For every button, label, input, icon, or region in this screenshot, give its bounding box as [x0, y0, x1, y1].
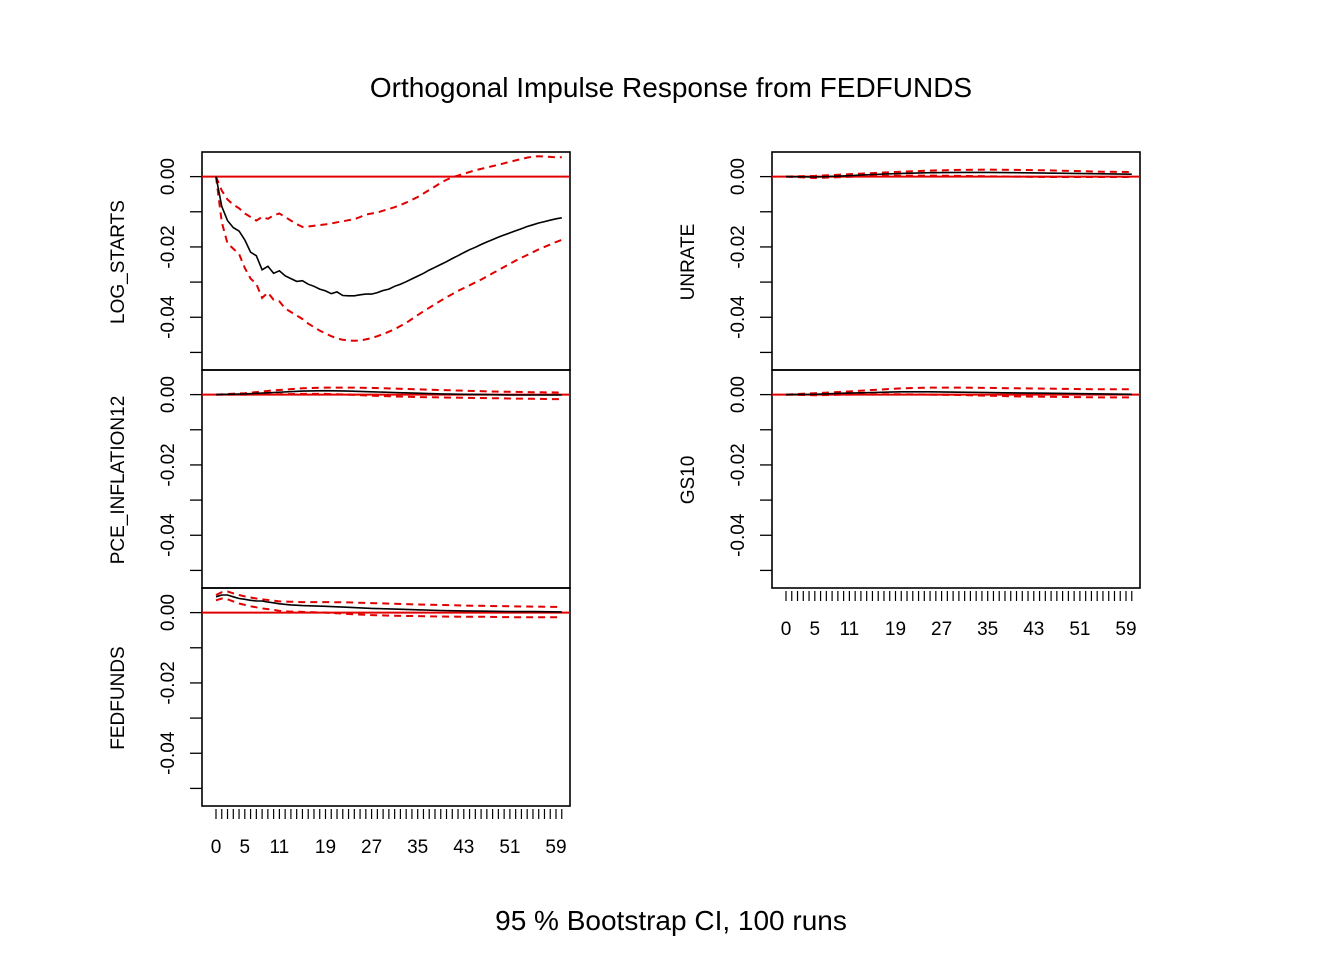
irf-line-pce-inflation12	[215, 389, 562, 396]
ci-upper-line-fedfunds	[215, 590, 562, 608]
y-tick-label-unrate: -0.04	[728, 295, 749, 339]
chart-footer: 95 % Bootstrap CI, 100 runs	[495, 905, 847, 936]
irf-line-unrate	[785, 171, 1132, 178]
x-tick-label-fedfunds: 5	[240, 837, 251, 858]
panel-unrate: UNRATE 0.00 -0.02 -0.04	[678, 151, 1141, 371]
ci-upper-line-log-starts	[215, 155, 562, 228]
x-tick-label-fedfunds: 59	[545, 837, 566, 858]
x-tick-label-gs10: 0	[781, 619, 792, 640]
y-tick-label-gs10: 0.00	[728, 376, 749, 413]
x-tick-label-fedfunds: 43	[453, 837, 474, 858]
y-label-unrate: UNRATE	[678, 224, 699, 301]
y-tick-label-pce-inflation12: -0.02	[158, 443, 179, 486]
y-label-log-starts: LOG_STARTS	[108, 200, 129, 324]
x-tick-label-fedfunds: 0	[211, 837, 222, 858]
y-tick-label-log-starts: 0.00	[158, 158, 179, 195]
y-tick-label-pce-inflation12: 0.00	[158, 376, 179, 413]
panel-frame-pce-inflation12	[201, 369, 571, 589]
y-tick-label-pce-inflation12: -0.04	[158, 513, 179, 557]
x-tick-label-fedfunds: 11	[270, 837, 290, 858]
y-label-gs10: GS10	[678, 456, 699, 505]
y-tick-label-unrate: -0.02	[728, 225, 749, 268]
ci-upper-line-gs10	[785, 386, 1132, 396]
chart-title: Orthogonal Impulse Response from FEDFUND…	[370, 72, 972, 103]
irf-line-gs10	[785, 390, 1132, 396]
ci-lower-line-log-starts	[215, 176, 563, 342]
ci-lower-line-unrate	[785, 174, 1132, 180]
panel-pce-inflation12: PCE_INFLATION12 0.00 -0.02 -0.04	[108, 369, 571, 589]
x-tick-label-gs10: 5	[810, 619, 821, 640]
y-tick-label-log-starts: -0.02	[158, 225, 179, 268]
panel-gs10: GS10 0.00 -0.02 -0.04 0 5 11 19 27 35 43 51 59	[678, 369, 1141, 640]
ci-lower-line-gs10	[785, 393, 1132, 399]
y-tick-label-unrate: 0.00	[728, 158, 749, 195]
irf-line-fedfunds	[215, 594, 562, 613]
x-tick-label-gs10: 43	[1023, 619, 1044, 640]
y-label-fedfunds: FEDFUNDS	[108, 646, 129, 749]
x-tick-label-gs10: 19	[885, 619, 906, 640]
x-tick-label-fedfunds: 35	[407, 837, 428, 858]
y-tick-label-fedfunds: -0.04	[158, 731, 179, 775]
x-tick-label-gs10: 11	[840, 619, 860, 640]
x-tick-label-gs10: 35	[977, 619, 998, 640]
ci-lower-line-fedfunds	[215, 597, 562, 619]
panel-frame-fedfunds	[201, 587, 571, 807]
panel-frame-unrate	[771, 151, 1141, 371]
y-tick-label-fedfunds: 0.00	[158, 594, 179, 631]
x-tick-label-gs10: 59	[1115, 619, 1136, 640]
ci-upper-line-unrate	[785, 168, 1132, 178]
x-tick-label-fedfunds: 19	[315, 837, 336, 858]
panel-fedfunds: FEDFUNDS 0.00 -0.02 -0.04 0 5 11 19 27 35 43 51 59	[108, 587, 571, 858]
y-tick-label-gs10: -0.02	[728, 443, 749, 486]
y-label-pce-inflation12: PCE_INFLATION12	[108, 396, 129, 565]
y-tick-label-log-starts: -0.04	[158, 295, 179, 339]
x-tick-label-gs10: 27	[931, 619, 952, 640]
x-tick-label-fedfunds: 27	[361, 837, 382, 858]
x-tick-label-fedfunds: 51	[499, 837, 520, 858]
x-tick-label-gs10: 51	[1069, 619, 1090, 640]
panel-log-starts: LOG_STARTS 0.00 -0.02 -0.04	[108, 151, 571, 371]
panel-frame-gs10	[771, 369, 1141, 589]
y-tick-label-fedfunds: -0.02	[158, 661, 179, 704]
y-tick-label-gs10: -0.04	[728, 513, 749, 557]
irf-line-log-starts	[215, 176, 562, 297]
